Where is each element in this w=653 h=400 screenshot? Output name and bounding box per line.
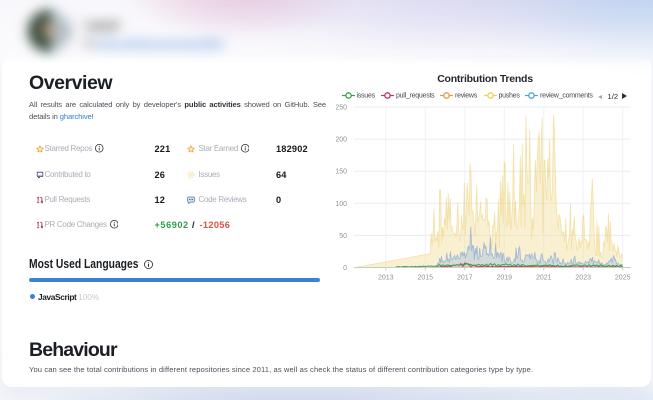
svg-text:200: 200	[336, 137, 347, 144]
svg-text:2025: 2025	[615, 275, 631, 282]
svg-text:2017: 2017	[457, 275, 473, 282]
svg-text:2013: 2013	[378, 275, 394, 282]
svg-text:2021: 2021	[536, 275, 552, 282]
svg-text:50: 50	[339, 233, 347, 240]
svg-text:2019: 2019	[497, 275, 513, 282]
svg-text:2015: 2015	[418, 275, 434, 282]
svg-text:2023: 2023	[575, 275, 591, 282]
svg-text:150: 150	[336, 169, 347, 176]
svg-text:250: 250	[336, 105, 347, 112]
svg-text:100: 100	[336, 201, 347, 208]
svg-text:0: 0	[343, 265, 347, 272]
